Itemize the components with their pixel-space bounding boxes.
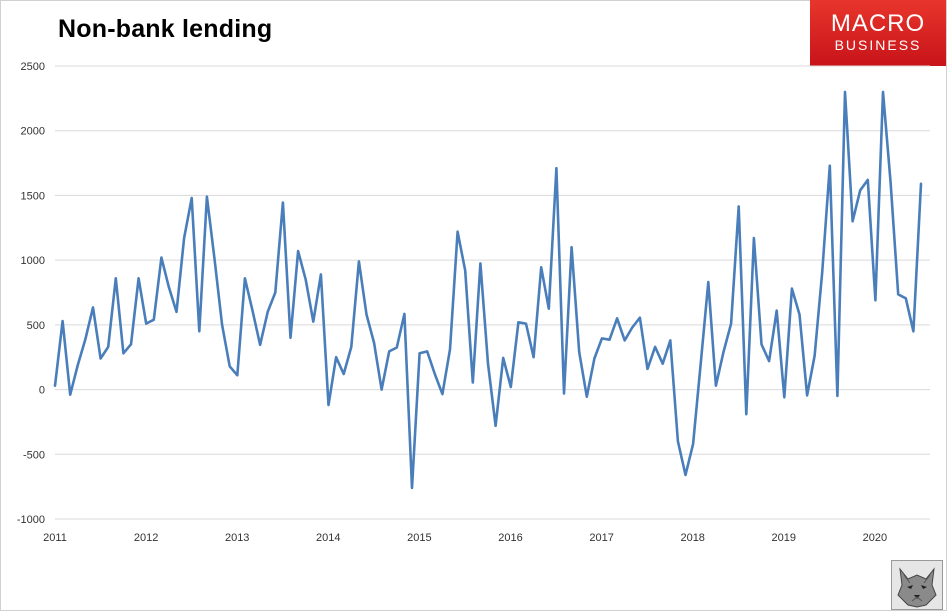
series-group [53, 90, 923, 490]
y-tick-label: 2000 [21, 126, 45, 138]
x-axis: 2011 2012 2013 2014 2015 2016 2017 2018 2019 2020 [43, 532, 887, 544]
y-tick-label: 500 [27, 320, 45, 332]
y-tick-label: 1500 [21, 190, 45, 202]
chart-title: Non-bank lending [58, 15, 273, 43]
y-tick-label: 2500 [21, 61, 45, 73]
x-tick-label: 2014 [316, 532, 340, 544]
series-line-0 [53, 90, 923, 490]
y-tick-label: 0 [39, 385, 45, 397]
macrobusiness-logo: MACRO BUSINESS [810, 0, 946, 66]
x-tick-label: 2019 [772, 532, 796, 544]
x-tick-label: 2012 [134, 532, 158, 544]
y-tick-label: -500 [23, 449, 45, 461]
y-tick-label: 1000 [21, 255, 45, 267]
gridlines [55, 65, 930, 520]
x-tick-label: 2017 [589, 532, 613, 544]
logo-line-1: MACRO [830, 10, 926, 37]
logo-line-2: BUSINESS [834, 37, 922, 53]
y-axis: 2500 2000 1500 1000 500 0 -500 -1000 [17, 61, 45, 526]
x-tick-label: 2016 [498, 532, 522, 544]
wolf-icon [892, 561, 942, 609]
x-tick-label: 2015 [407, 532, 431, 544]
y-tick-label: -1000 [17, 514, 45, 526]
wolf-logo [891, 560, 943, 610]
x-tick-label: 2020 [863, 532, 887, 544]
x-tick-label: 2018 [680, 532, 704, 544]
x-tick-label: 2011 [43, 532, 67, 544]
x-tick-label: 2013 [225, 532, 249, 544]
